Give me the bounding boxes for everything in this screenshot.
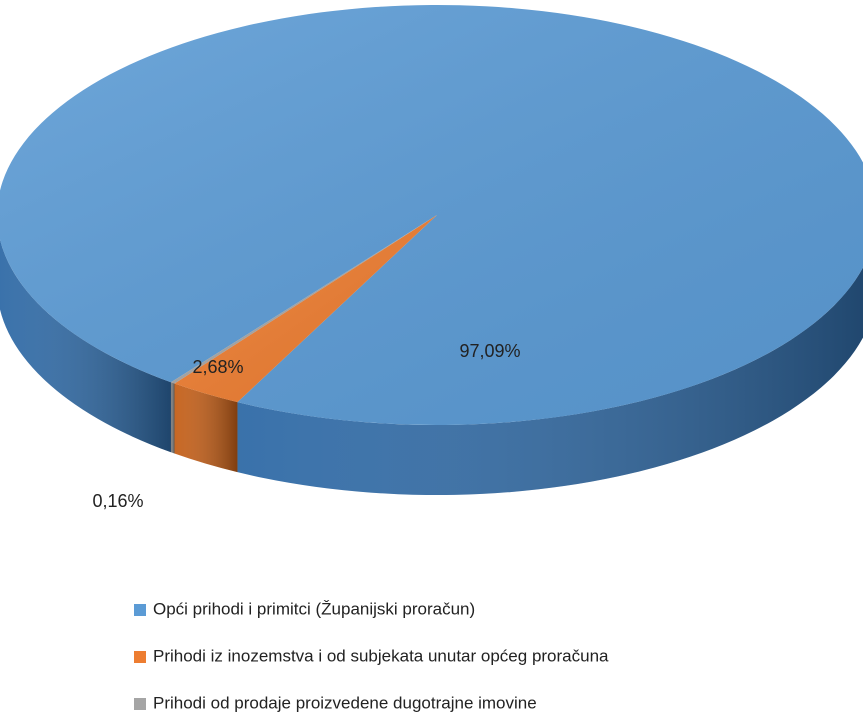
slice-side-shade <box>174 383 238 473</box>
slice-shade <box>170 215 438 384</box>
legend-swatch <box>134 604 146 616</box>
legend-label: Opći prihodi i primitci (Županijski pror… <box>153 599 475 618</box>
legend-label: Prihodi od prodaje proizvedene dugotrajn… <box>153 693 537 712</box>
legend-swatch <box>134 698 146 710</box>
legend-swatch <box>134 651 146 663</box>
data-label: 0,16% <box>92 491 143 511</box>
data-label: 2,68% <box>192 357 243 377</box>
slice-side-shade <box>0 239 171 453</box>
slice-shade <box>0 5 863 425</box>
legend-label: Prihodi iz inozemstva i od subjekata unu… <box>153 646 609 665</box>
slice-shade <box>174 215 437 403</box>
slice-side-shade <box>237 267 863 495</box>
slice-side-shade <box>170 382 175 454</box>
data-label: 97,09% <box>459 341 520 361</box>
